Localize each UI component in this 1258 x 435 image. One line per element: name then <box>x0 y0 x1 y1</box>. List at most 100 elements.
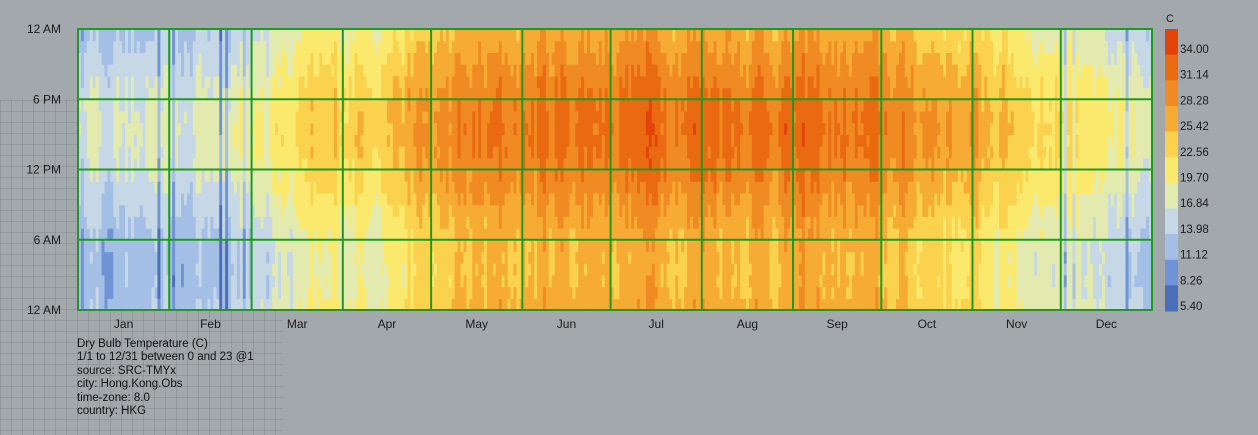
heatmap-cell <box>684 52 688 65</box>
heatmap-cell <box>89 192 94 206</box>
heatmap-cell <box>534 228 538 241</box>
heatmap-cell <box>107 251 111 264</box>
heatmap-cell <box>581 239 585 253</box>
heatmap-cell <box>422 228 426 241</box>
heatmap-cell <box>166 52 170 65</box>
heatmap-cell <box>389 99 394 112</box>
heatmap-cell <box>354 40 359 54</box>
heatmap-cell <box>534 64 538 77</box>
heatmap-cell <box>504 99 509 112</box>
heatmap-cell <box>295 134 300 147</box>
heatmap-cell <box>384 157 388 171</box>
heatmap-cell <box>684 110 688 124</box>
heatmap-cell <box>422 298 426 311</box>
heatmap-cell <box>584 40 588 54</box>
heatmap-cell <box>422 99 426 112</box>
heatmap-cell <box>272 204 276 217</box>
heatmap-cell <box>80 274 85 288</box>
heatmap-cell <box>672 169 676 182</box>
heatmap-cell <box>619 263 623 276</box>
heatmap-cell <box>428 298 432 311</box>
heatmap-cell <box>248 251 253 264</box>
heatmap-cell <box>192 52 197 65</box>
heatmap-cell <box>307 52 312 65</box>
heatmap-cell <box>283 298 288 311</box>
heatmap-cell <box>213 251 217 264</box>
heatmap-cell <box>204 157 209 171</box>
heatmap-cell <box>537 134 541 147</box>
heatmap-cell <box>595 239 600 253</box>
heatmap-cell <box>139 87 144 100</box>
heatmap-cell <box>542 52 547 65</box>
heatmap-cell <box>372 228 376 241</box>
heatmap-cell <box>534 216 538 229</box>
heatmap-cell <box>463 204 467 217</box>
heatmap-cell <box>110 40 114 54</box>
heatmap-cell <box>210 110 214 124</box>
heatmap-cell <box>569 181 573 194</box>
heatmap-cell <box>366 181 370 194</box>
heatmap-cell <box>572 274 576 288</box>
heatmap-cell <box>513 204 518 217</box>
heatmap-cell <box>166 263 170 276</box>
heatmap-cell <box>587 110 591 124</box>
heatmap-cell <box>298 251 303 264</box>
heatmap-cell <box>260 157 264 171</box>
heatmap-cell <box>254 228 259 241</box>
heatmap-cell <box>254 298 259 311</box>
heatmap-cell <box>331 192 335 206</box>
heatmap-cell <box>122 216 126 229</box>
heatmap-cell <box>551 181 556 194</box>
heatmap-cell <box>101 169 106 182</box>
heatmap-cell <box>519 29 523 42</box>
heatmap-cell <box>98 157 103 171</box>
heatmap-cell <box>651 169 656 182</box>
heatmap-cell <box>542 251 547 264</box>
heatmap-cell <box>236 286 241 299</box>
heatmap-cell <box>487 169 491 182</box>
heatmap-cell <box>545 286 550 299</box>
heatmap-cell <box>328 239 332 253</box>
heatmap-cell <box>278 251 282 264</box>
heatmap-cell <box>651 52 656 65</box>
heatmap-cell <box>481 181 485 194</box>
heatmap-cell <box>336 251 341 264</box>
heatmap-cell <box>210 228 214 241</box>
heatmap-cell <box>351 146 356 159</box>
heatmap-cell <box>678 251 682 264</box>
heatmap-cell <box>616 251 621 264</box>
heatmap-cell <box>339 157 344 171</box>
heatmap-cell <box>678 239 682 253</box>
heatmap-cell <box>195 251 200 264</box>
heatmap-cell <box>404 192 409 206</box>
heatmap-cell <box>504 181 509 194</box>
heatmap-cell <box>560 216 565 229</box>
heatmap-cell <box>157 286 161 299</box>
heatmap-cell <box>563 52 568 65</box>
heatmap-cell <box>622 251 626 264</box>
heatmap-cell <box>675 298 679 311</box>
heatmap-cell <box>304 99 309 112</box>
heatmap-cell <box>166 157 170 171</box>
heatmap-cell <box>239 228 244 241</box>
heatmap-cell <box>434 169 438 182</box>
heatmap-cell <box>581 192 585 206</box>
heatmap-cell <box>648 169 653 182</box>
heatmap-cell <box>498 239 503 253</box>
heatmap-cell <box>116 181 120 194</box>
heatmap-cell <box>116 263 120 276</box>
heatmap-cell <box>554 122 559 135</box>
heatmap-cell <box>148 181 153 194</box>
heatmap-cell <box>142 52 147 65</box>
heatmap-cell <box>175 75 179 89</box>
heatmap-cell <box>228 181 232 194</box>
heatmap-cell <box>125 40 129 54</box>
heatmap-cell <box>148 228 153 241</box>
heatmap-cell <box>348 228 353 241</box>
heatmap-cell <box>548 263 553 276</box>
heatmap-cell <box>175 87 179 100</box>
heatmap-cell <box>507 228 512 241</box>
heatmap-cell <box>322 122 326 135</box>
heatmap-cell <box>551 87 556 100</box>
heatmap-cell <box>125 251 129 264</box>
